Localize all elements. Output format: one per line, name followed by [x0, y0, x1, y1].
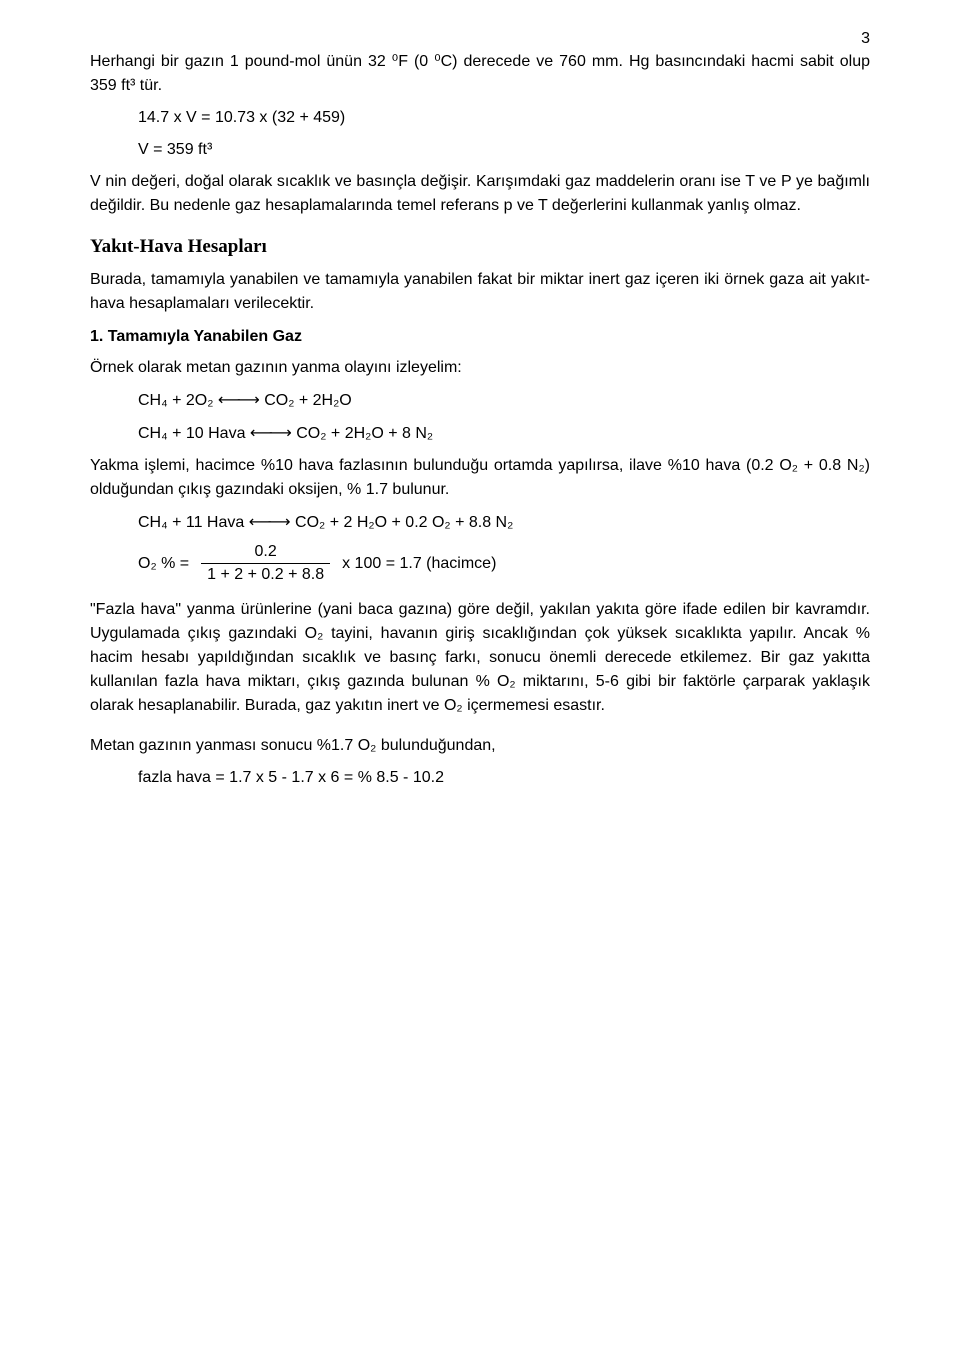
- reaction-2-rhs: CO₂ + 2H₂O + 8 N₂: [292, 425, 433, 442]
- paragraph-3: Burada, tamamıyla yanabilen ve tamamıyla…: [90, 268, 870, 316]
- reaction-1-lhs: CH₄ + 2O₂: [138, 392, 218, 409]
- paragraph-6: "Fazla hava" yanma ürünlerine (yani baca…: [90, 598, 870, 718]
- paragraph-7: Metan gazının yanması sonucu %1.7 O₂ bul…: [90, 734, 870, 758]
- reaction-3-rhs: CO₂ + 2 H₂O + 0.2 O₂ + 8.8 N₂: [291, 514, 514, 531]
- paragraph-1: Herhangi bir gazın 1 pound-mol ünün 32 ⁰…: [90, 50, 870, 98]
- fraction-numerator: 0.2: [214, 543, 316, 561]
- equation-2: V = 359 ft³: [90, 138, 870, 162]
- oxygen-percent-fraction: O₂ % = 0.2 1 + 2 + 0.2 + 8.8 x 100 = 1.7…: [90, 543, 870, 584]
- fraction-body: 0.2 1 + 2 + 0.2 + 8.8: [201, 543, 330, 584]
- equation-1: 14.7 x V = 10.73 x (32 + 459): [90, 106, 870, 130]
- fraction-left-label: O₂ % =: [138, 555, 189, 573]
- paragraph-4: Örnek olarak metan gazının yanma olayını…: [90, 356, 870, 380]
- paragraph-5: Yakma işlemi, hacimce %10 hava fazlasını…: [90, 454, 870, 502]
- reaction-arrow-icon: ⟵⟶: [249, 512, 291, 531]
- reaction-3: CH₄ + 11 Hava ⟵⟶ CO₂ + 2 H₂O + 0.2 O₂ + …: [90, 510, 870, 535]
- page-number: 3: [861, 30, 870, 48]
- section-heading-yakit-hava: Yakıt-Hava Hesapları: [90, 236, 870, 258]
- reaction-arrow-icon: ⟵⟶: [218, 390, 260, 409]
- paragraph-2: V nin değeri, doğal olarak sıcaklık ve b…: [90, 170, 870, 218]
- reaction-2: CH₄ + 10 Hava ⟵⟶ CO₂ + 2H₂O + 8 N₂: [90, 421, 870, 446]
- subheading-tamamiyla-yanabilen: 1. Tamamıyla Yanabilen Gaz: [90, 328, 870, 346]
- reaction-2-lhs: CH₄ + 10 Hava: [138, 425, 250, 442]
- equation-3: fazla hava = 1.7 x 5 - 1.7 x 6 = % 8.5 -…: [90, 766, 870, 790]
- reaction-arrow-icon: ⟵⟶: [250, 423, 292, 442]
- reaction-1: CH₄ + 2O₂ ⟵⟶ CO₂ + 2H₂O: [90, 388, 870, 413]
- fraction-denominator: 1 + 2 + 0.2 + 8.8: [201, 566, 330, 584]
- fraction-right-result: x 100 = 1.7 (hacimce): [342, 555, 496, 573]
- fraction-line: [201, 563, 330, 564]
- reaction-1-rhs: CO₂ + 2H₂O: [260, 392, 352, 409]
- reaction-3-lhs: CH₄ + 11 Hava: [138, 514, 249, 531]
